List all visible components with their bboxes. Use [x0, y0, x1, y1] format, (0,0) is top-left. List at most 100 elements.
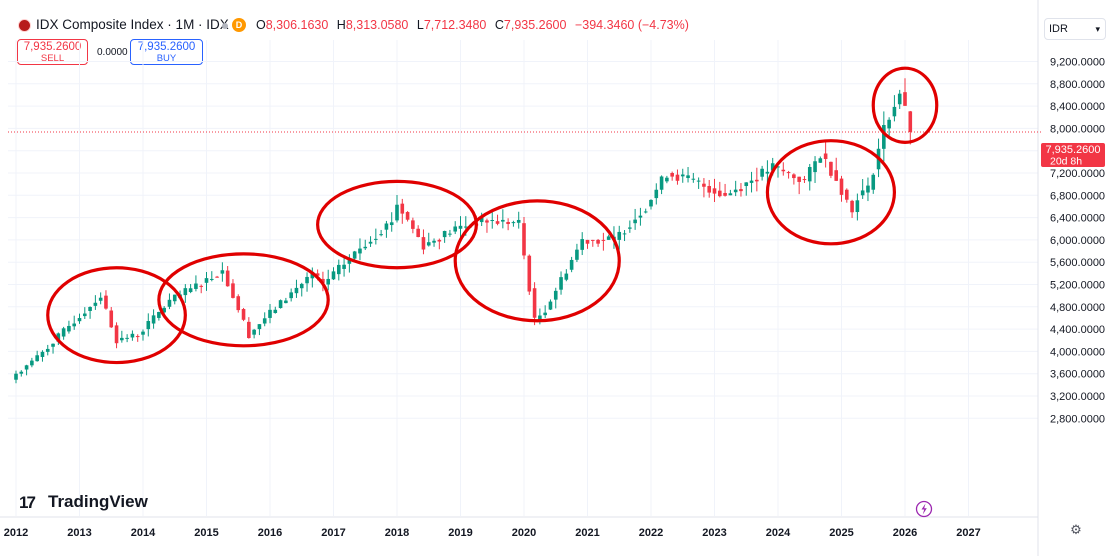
- candle: [215, 275, 219, 278]
- candle: [67, 320, 71, 334]
- candle: [665, 175, 669, 184]
- candle-body: [765, 171, 770, 174]
- candle-body: [829, 161, 833, 176]
- candle: [14, 370, 18, 384]
- last-price-tag: 7,935.2600 20d 8h: [1041, 143, 1105, 168]
- candle-body: [522, 223, 526, 256]
- year-tick-label: 2022: [639, 527, 663, 539]
- candle: [892, 95, 897, 122]
- candle-body: [61, 328, 66, 337]
- lightning-icon[interactable]: [915, 500, 933, 518]
- candle: [506, 218, 510, 231]
- buy-button[interactable]: 7,935.2600 BUY: [130, 39, 203, 65]
- price-tick-label: 6,400.0000: [1050, 213, 1105, 225]
- candle: [516, 211, 521, 229]
- candle-body: [51, 343, 55, 347]
- candle-body: [871, 174, 876, 190]
- candle: [130, 330, 135, 341]
- candle: [268, 303, 272, 324]
- candle: [24, 364, 29, 376]
- tradingview-logo-icon: 17: [19, 493, 36, 512]
- candle: [77, 313, 82, 324]
- candle-body: [421, 237, 426, 250]
- chart-header: IDX Composite Index · 1M · IDX D O8,306.…: [0, 0, 1040, 40]
- candle: [601, 232, 606, 251]
- candle-body: [146, 321, 151, 330]
- candle: [252, 328, 256, 339]
- candle-body: [617, 231, 622, 240]
- candle: [98, 292, 103, 305]
- candle: [903, 78, 907, 106]
- candle: [760, 165, 764, 181]
- currency-value: IDR: [1049, 23, 1068, 35]
- candle: [495, 214, 500, 226]
- candle: [88, 306, 92, 319]
- candle-body: [389, 222, 394, 226]
- candle: [575, 243, 579, 263]
- candle: [765, 160, 770, 183]
- candle: [485, 218, 489, 233]
- delayed-badge[interactable]: D: [232, 18, 246, 32]
- candle: [458, 216, 463, 240]
- symbol-title[interactable]: IDX Composite Index · 1M · IDX: [36, 17, 229, 32]
- candle: [384, 220, 389, 238]
- candle-body: [204, 278, 209, 283]
- candle: [379, 229, 383, 237]
- candle: [368, 236, 373, 247]
- candle-body: [437, 239, 442, 242]
- candle: [532, 282, 537, 326]
- candle: [823, 142, 828, 168]
- close-key: C: [494, 18, 504, 32]
- candle-body: [850, 200, 854, 213]
- candle: [220, 262, 225, 282]
- candle-body: [109, 310, 114, 328]
- candle-body: [14, 373, 18, 380]
- candle-body: [72, 323, 77, 327]
- candle-body: [527, 255, 532, 292]
- candle-body: [172, 294, 177, 302]
- candle-body: [818, 158, 823, 163]
- candle: [696, 177, 701, 189]
- candle-body: [892, 106, 897, 117]
- candle: [686, 167, 690, 183]
- candle-body: [490, 220, 495, 222]
- candle: [559, 271, 563, 295]
- candle-body: [374, 238, 378, 240]
- candle: [839, 175, 844, 202]
- candle-body: [284, 300, 288, 304]
- candle-body: [342, 264, 346, 269]
- sell-button[interactable]: 7,935.2600 SELL: [17, 39, 88, 65]
- settings-gear-icon[interactable]: ⚙: [1070, 522, 1082, 537]
- candle: [654, 183, 659, 205]
- price-tick-label: 6,000.0000: [1050, 235, 1105, 247]
- candle: [204, 272, 209, 291]
- candle-body: [622, 233, 627, 235]
- candle-body: [463, 226, 468, 228]
- candle-body: [495, 221, 500, 224]
- candle: [501, 209, 505, 229]
- candle-body: [236, 296, 241, 311]
- candle-body: [157, 311, 161, 318]
- candle-body: [786, 172, 791, 174]
- candle: [448, 229, 452, 237]
- candle: [792, 173, 796, 185]
- currency-select[interactable]: IDR ▾: [1044, 18, 1106, 40]
- candle-body: [739, 189, 743, 192]
- candle-body: [691, 178, 696, 180]
- candle-body: [310, 271, 315, 279]
- year-tick-label: 2019: [448, 527, 472, 539]
- annotation-circle: [157, 252, 330, 348]
- annotation-circle: [765, 139, 897, 246]
- candle: [294, 279, 299, 298]
- candle: [680, 168, 685, 183]
- candle-body: [135, 336, 140, 338]
- candle-body: [395, 204, 399, 221]
- candle-body: [315, 273, 320, 276]
- candle-body: [665, 177, 669, 182]
- candle-body: [19, 371, 24, 374]
- open-key: O: [256, 18, 266, 32]
- candle: [331, 267, 336, 281]
- candle: [744, 182, 749, 196]
- candle-body: [559, 277, 563, 290]
